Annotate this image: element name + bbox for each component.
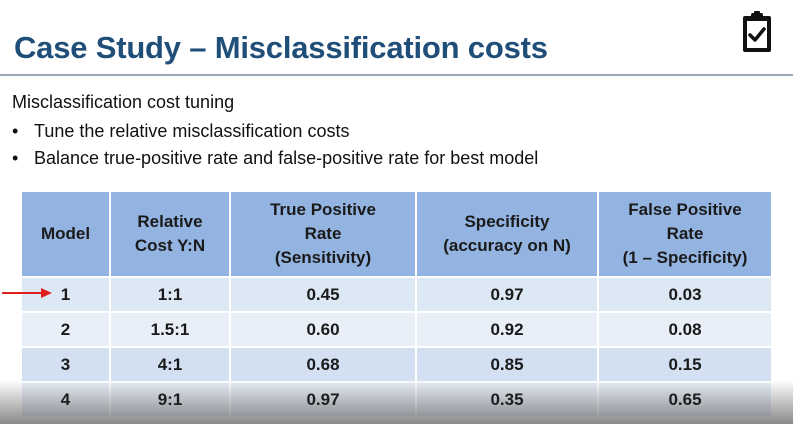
table-row: 4 9:1 0.97 0.35 0.65 <box>22 381 771 416</box>
cell-cost: 1.5:1 <box>110 311 231 347</box>
cell-model: 2 <box>22 311 111 347</box>
bullet-dot: • <box>12 148 19 168</box>
header-line: (1 – Specificity) <box>622 248 748 267</box>
cell-specificity: 0.35 <box>416 381 599 416</box>
table-row: 2 1.5:1 0.60 0.92 0.08 <box>22 311 771 347</box>
bullet-text: Balance true-positive rate and false-pos… <box>34 148 539 168</box>
header-line: Rate <box>666 224 704 243</box>
cell-cost: 4:1 <box>110 346 231 382</box>
cell-specificity: 0.85 <box>416 346 599 382</box>
bullet-item: • Balance true-positive rate and false-po… <box>12 145 538 172</box>
cell-model: 4 <box>22 381 111 416</box>
results-table-container: Model Relative Cost Y:N True Positive Ra… <box>22 192 771 416</box>
bullet-item: • Tune the relative misclassification cos… <box>12 118 538 145</box>
header-line: (Sensitivity) <box>274 248 372 267</box>
cell-fpr: 0.65 <box>598 381 771 416</box>
bullet-dot: • <box>12 121 19 141</box>
cell-fpr: 0.08 <box>598 311 771 347</box>
table-header-row: Model Relative Cost Y:N True Positive Ra… <box>22 192 771 277</box>
header-true-positive-rate: True Positive Rate (Sensitivity) <box>230 192 417 277</box>
bullet-text: Tune the relative misclassification cost… <box>34 121 350 141</box>
header-line: Specificity <box>464 212 550 231</box>
cell-cost: 1:1 <box>110 276 231 312</box>
cell-tpr: 0.97 <box>230 381 417 416</box>
bullet-list: • Tune the relative misclassification cos… <box>12 118 538 172</box>
cell-model: 1 <box>22 276 111 312</box>
cell-tpr: 0.68 <box>230 346 417 382</box>
header-line: False Positive <box>628 200 742 219</box>
header-specificity: Specificity (accuracy on N) <box>416 192 599 277</box>
slide-subtitle: Misclassification cost tuning <box>12 92 235 112</box>
cell-model: 3 <box>22 346 111 382</box>
header-relative-cost: Relative Cost Y:N <box>110 192 231 277</box>
header-line: True Positive <box>270 200 376 219</box>
header-line: Model <box>40 224 91 243</box>
table-row: 1 1:1 0.45 0.97 0.03 <box>22 276 771 312</box>
header-model: Model <box>22 192 111 277</box>
slide-title: Case Study – Misclassification costs <box>14 30 548 65</box>
cell-cost: 9:1 <box>110 381 231 416</box>
title-divider <box>0 74 793 76</box>
cell-fpr: 0.03 <box>598 276 771 312</box>
cell-specificity: 0.92 <box>416 311 599 347</box>
results-table: Model Relative Cost Y:N True Positive Ra… <box>22 192 771 416</box>
header-line: (accuracy on N) <box>443 236 571 255</box>
clipboard-check-icon <box>743 11 771 52</box>
header-line: Rate <box>304 224 342 243</box>
highlight-arrow-icon <box>2 288 52 298</box>
header-line: Relative <box>137 212 203 231</box>
cell-fpr: 0.15 <box>598 346 771 382</box>
cell-specificity: 0.97 <box>416 276 599 312</box>
header-false-positive-rate: False Positive Rate (1 – Specificity) <box>598 192 771 277</box>
cell-tpr: 0.45 <box>230 276 417 312</box>
cell-tpr: 0.60 <box>230 311 417 347</box>
table-row: 3 4:1 0.68 0.85 0.15 <box>22 346 771 382</box>
header-line: Cost Y:N <box>134 236 206 255</box>
